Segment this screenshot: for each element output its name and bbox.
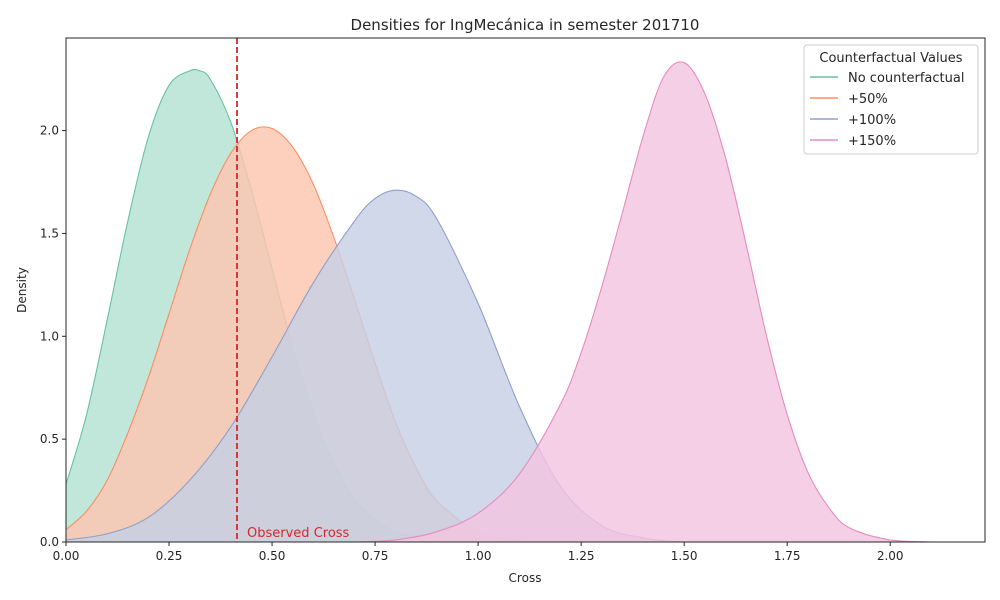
- chart-title: Densities for IngMecánica in semester 20…: [351, 16, 700, 34]
- legend-box: [803, 44, 979, 155]
- legend: Counterfactual Values No counterfactual +5…: [803, 44, 979, 155]
- y-axis: 0.0 0.5 1.0 1.5 2.0: [40, 124, 66, 549]
- x-tick-label: 0.50: [259, 549, 286, 563]
- x-tick-label: 1.00: [465, 549, 492, 563]
- legend-label: No counterfactual: [848, 71, 964, 86]
- y-tick-label: 1.5: [40, 226, 59, 240]
- x-tick-label: 1.50: [671, 549, 698, 563]
- x-tick-label: 2.00: [877, 549, 904, 563]
- legend-label: +100%: [848, 113, 896, 128]
- y-tick-label: 0.5: [40, 432, 59, 446]
- x-axis: 0.00 0.25 0.50 0.75 1.00 1.25 1.50 1.75 2.00: [53, 542, 904, 563]
- legend-title: Counterfactual Values: [819, 51, 962, 66]
- x-axis-label: Cross: [509, 571, 542, 585]
- x-tick-label: 0.00: [53, 549, 80, 563]
- y-tick-label: 1.0: [40, 329, 59, 343]
- y-tick-label: 2.0: [40, 124, 59, 138]
- legend-label: +150%: [848, 134, 896, 149]
- x-tick-label: 0.75: [362, 549, 389, 563]
- density-area-2: [66, 190, 709, 542]
- plot-area: Observed Cross: [65, 37, 986, 543]
- observed-cross-label: Observed Cross: [247, 526, 350, 541]
- plot-frame: [65, 37, 986, 543]
- x-tick-label: 1.75: [774, 549, 801, 563]
- density-line-3: [354, 61, 932, 542]
- x-tick-label: 0.25: [156, 549, 183, 563]
- y-axis-label: Density: [15, 267, 29, 313]
- legend-label: +50%: [848, 92, 888, 107]
- y-tick-label: 0.0: [40, 535, 59, 549]
- x-tick-label: 1.25: [568, 549, 595, 563]
- density-area-3: [354, 61, 932, 542]
